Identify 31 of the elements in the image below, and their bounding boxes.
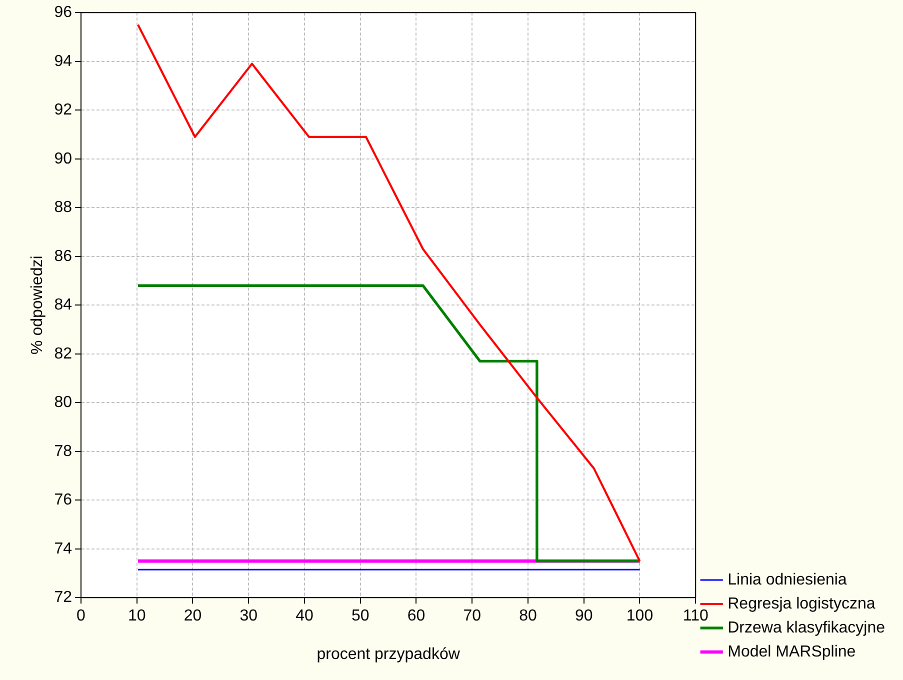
legend-label: Drzewa klasyfikacyjne [728,619,886,636]
legend-label: Linia odniesienia [728,571,847,588]
x-tick-label: 30 [240,608,258,625]
y-tick-label: 96 [54,4,72,22]
y-tick-label: 72 [54,589,72,606]
y-tick-label: 84 [54,296,72,314]
x-tick-label: 40 [296,608,314,625]
x-tick-label: 100 [626,608,654,625]
y-tick-label: 80 [54,394,72,412]
x-tick-label: 70 [463,608,482,625]
x-tick-label: 60 [407,608,426,625]
y-axis-title: % odpowiedzi [29,256,46,354]
y-tick-label: 76 [54,492,72,509]
x-tick-label: 20 [184,608,202,625]
x-tick-label: 50 [351,608,370,625]
x-tick-label: 0 [76,608,86,625]
y-tick-label: 92 [54,102,72,119]
y-tick-label: 82 [54,345,72,362]
x-tick-label: 110 [682,608,708,625]
x-tick-label: 90 [574,608,593,625]
y-tick-label: 90 [54,150,72,168]
y-tick-label: 94 [54,52,72,70]
x-axis-title: procent przypadków [316,646,460,663]
legend-label: Regresja logistyczna [728,595,876,612]
legend-label: Model MARSpline [728,643,856,660]
y-tick-label: 88 [54,199,72,216]
y-tick-label: 74 [54,540,72,558]
x-tick-label: 80 [519,608,537,625]
x-tick-label: 10 [128,608,146,625]
y-tick-label: 86 [54,248,72,265]
y-tick-label: 78 [54,442,72,460]
